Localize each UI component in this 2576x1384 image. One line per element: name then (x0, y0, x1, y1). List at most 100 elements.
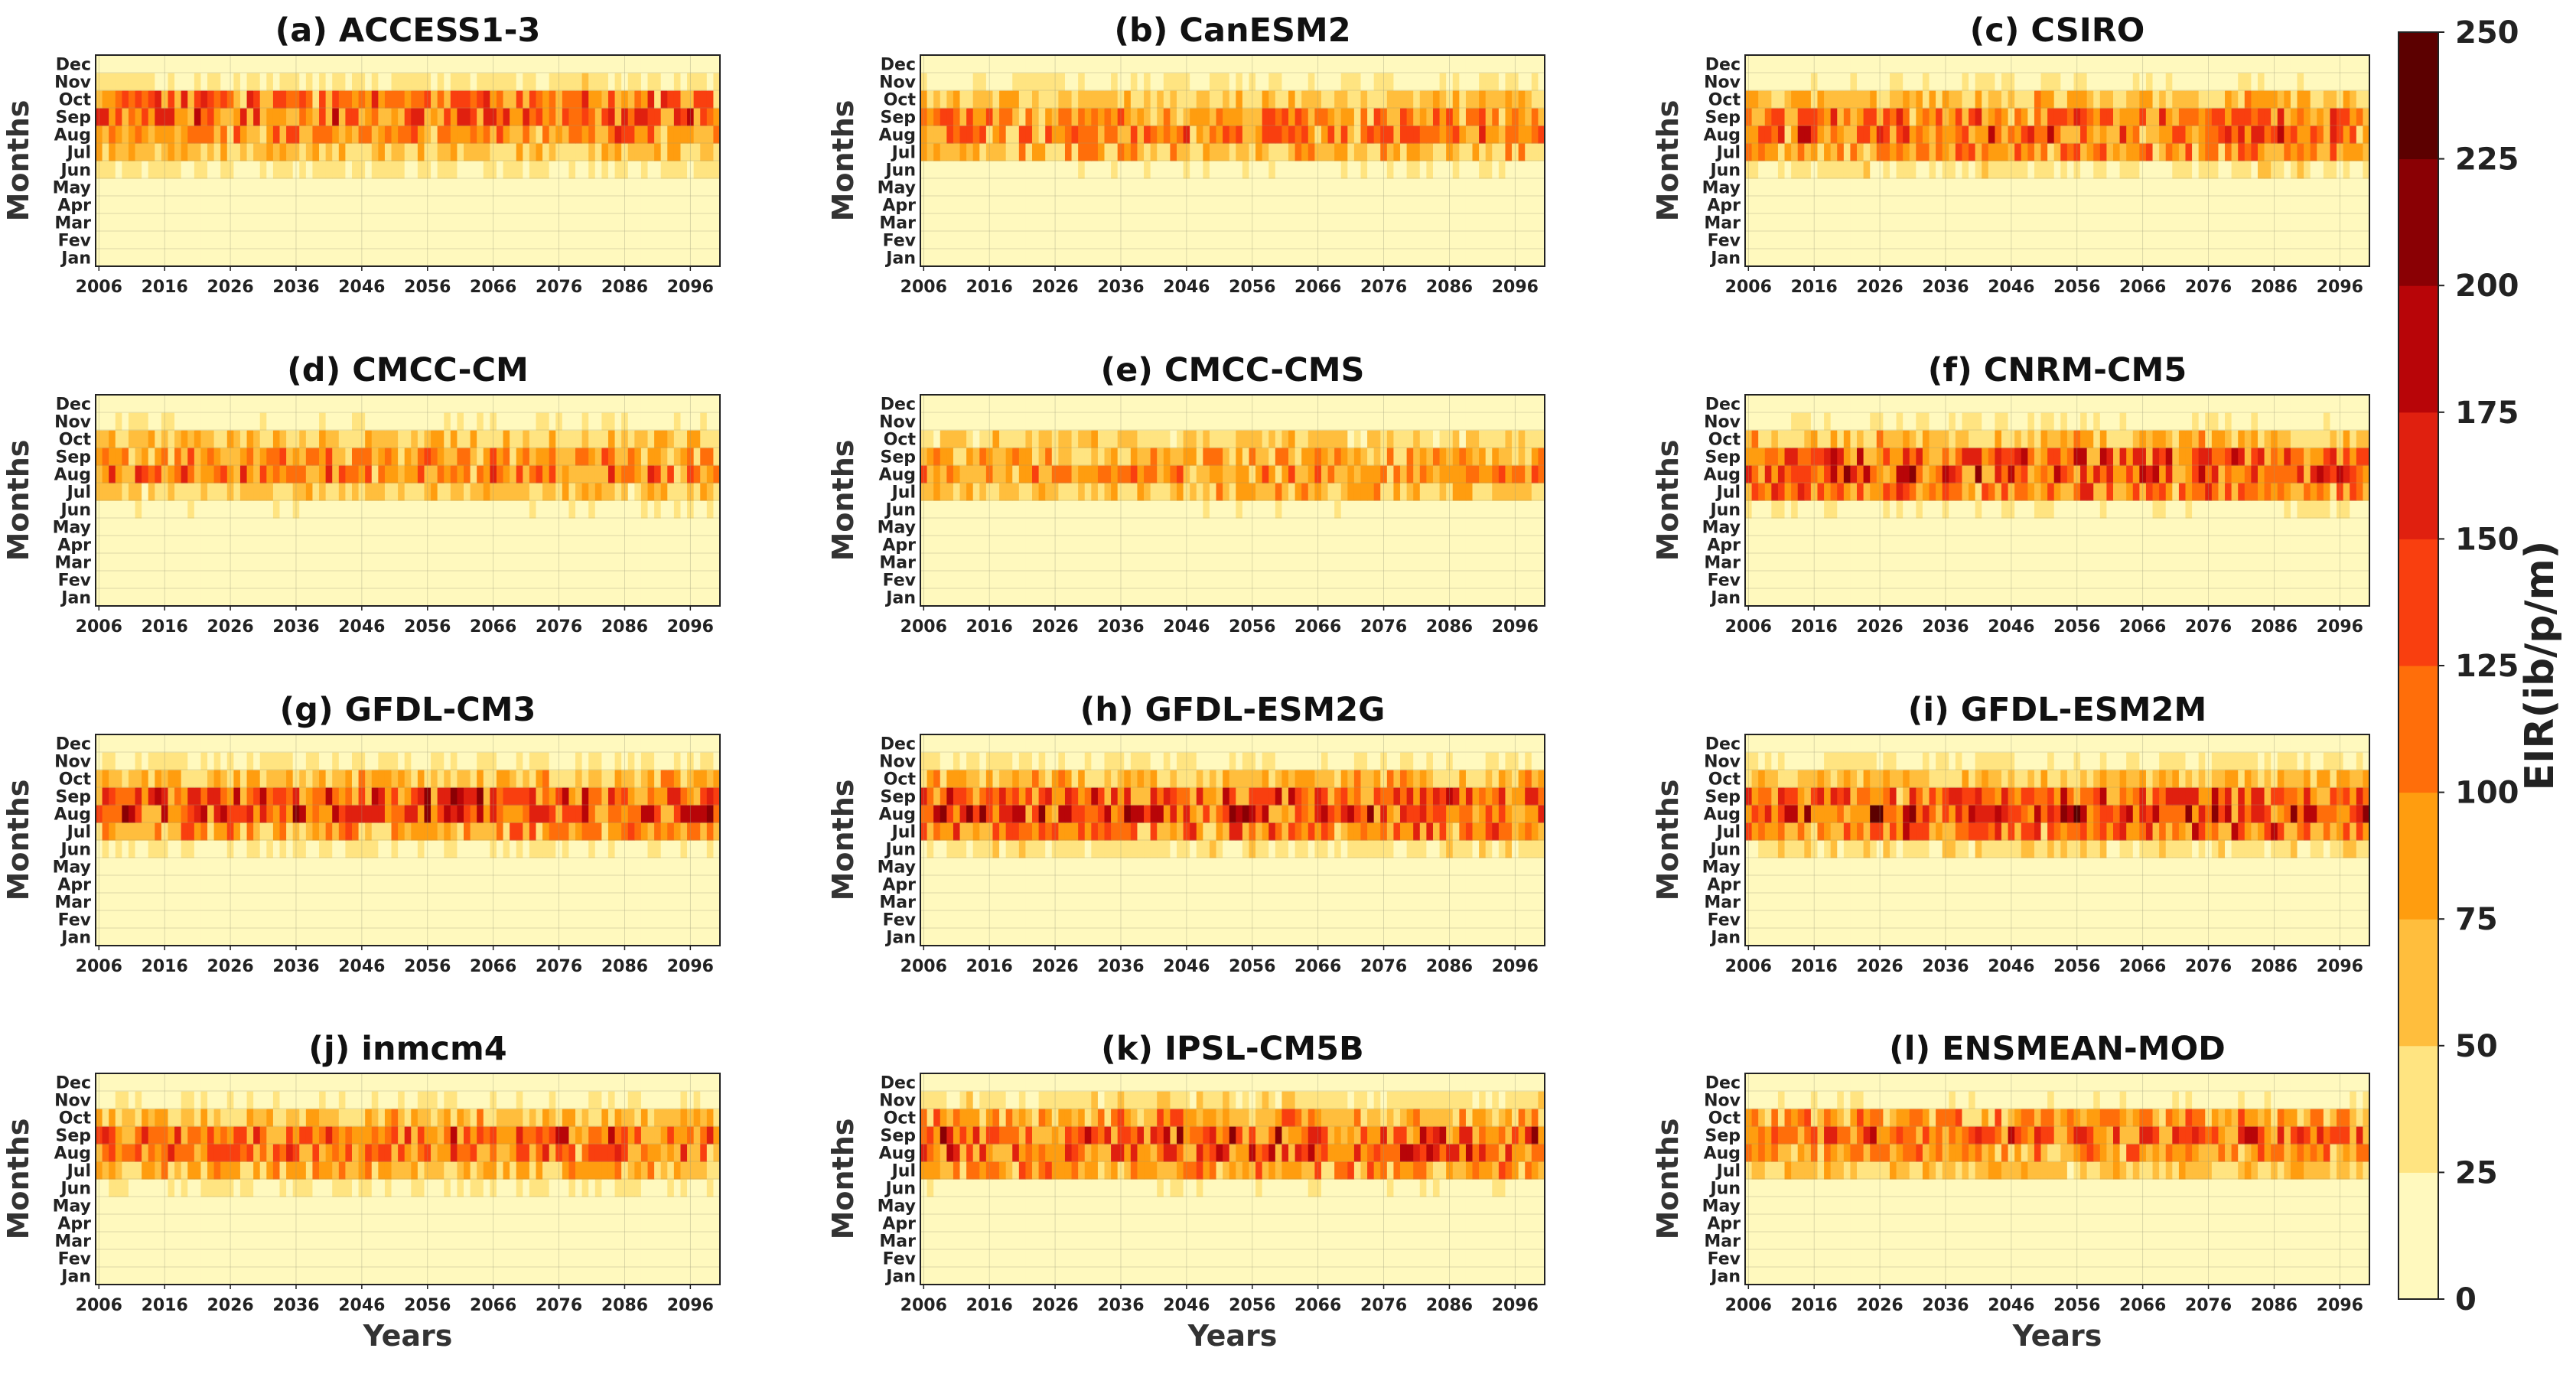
heatmap-cell (588, 483, 595, 501)
heatmap-cell (411, 108, 418, 126)
heatmap-cell (667, 448, 674, 466)
heatmap-cell (1459, 588, 1466, 607)
heatmap-cell (694, 588, 701, 607)
heatmap-cell (966, 178, 973, 197)
heatmap-cell (253, 518, 260, 536)
heatmap-cell (1151, 588, 1158, 607)
year-tick-label: 2086 (1426, 278, 1473, 297)
heatmap-cell (168, 249, 174, 267)
heatmap-cell (214, 483, 221, 501)
heatmap-cell (168, 536, 174, 554)
heatmap-cell (1440, 571, 1447, 589)
heatmap-cell (575, 430, 582, 448)
year-tick-label: 2076 (2185, 278, 2232, 297)
heatmap-cell (418, 249, 425, 267)
heatmap-cell (1137, 249, 1144, 267)
heatmap-cell (2172, 213, 2179, 232)
heatmap-cell (568, 55, 575, 73)
heatmap-cell (536, 196, 542, 214)
heatmap-cell (312, 465, 319, 484)
heatmap-cell (2330, 249, 2337, 267)
heatmap-cell (562, 553, 569, 572)
heatmap-cell (992, 55, 999, 73)
heatmap-cell (1930, 213, 1936, 232)
month-tick-label: Mar (54, 214, 91, 233)
heatmap-cell (1433, 108, 1440, 126)
heatmap-cell (2014, 90, 2021, 109)
heatmap-cell (497, 483, 503, 501)
heatmap-cell (1824, 90, 1831, 109)
heatmap-cell (667, 412, 674, 431)
heatmap-cell (1045, 196, 1052, 214)
heatmap-cell (1486, 73, 1493, 91)
heatmap-cell (2146, 178, 2153, 197)
heatmap-cell (1151, 231, 1158, 249)
heatmap-cell (385, 125, 392, 144)
heatmap-cell (1360, 231, 1367, 249)
heatmap-cell (240, 249, 247, 267)
heatmap-cell (549, 125, 556, 144)
heatmap-cell (1091, 108, 1098, 126)
heatmap-cell (260, 108, 267, 126)
heatmap-cell (707, 231, 714, 249)
heatmap-cell (2080, 178, 2087, 197)
heatmap-cell (1426, 231, 1433, 249)
heatmap-cell (1393, 161, 1400, 179)
heatmap-cell (1387, 178, 1394, 197)
heatmap-cell (247, 448, 254, 466)
year-tick-label: 2046 (338, 617, 385, 637)
heatmap-cell (641, 143, 648, 161)
heatmap-cell (148, 571, 155, 589)
heatmap-cell (694, 55, 701, 73)
heatmap-cell (2113, 125, 2120, 144)
heatmap-cell (2284, 178, 2291, 197)
heatmap-cell (1006, 161, 1013, 179)
heatmap-cell (1837, 143, 1844, 161)
heatmap-cell (286, 196, 293, 214)
heatmap-cell (1065, 571, 1072, 589)
heatmap-cell (2304, 161, 2311, 179)
heatmap-cell (200, 90, 207, 109)
heatmap-cell (1078, 178, 1085, 197)
heatmap-cell (1157, 588, 1164, 607)
heatmap-cell (529, 196, 536, 214)
heatmap-cell (174, 178, 181, 197)
heatmap-cell (1923, 90, 1930, 109)
heatmap-cell (1197, 178, 1203, 197)
heatmap-cell (2258, 249, 2265, 267)
heatmap-cell (2172, 196, 2179, 214)
heatmap-cell (1923, 143, 1930, 161)
heatmap-cell (266, 395, 273, 413)
heatmap-cell (266, 108, 273, 126)
heatmap-cell (1347, 588, 1354, 607)
heatmap-cell (1765, 108, 1772, 126)
heatmap-cell (529, 125, 536, 144)
heatmap-cell (1006, 125, 1013, 144)
heatmap-cell (1883, 196, 1890, 214)
heatmap-cell (385, 571, 392, 589)
heatmap-cell (464, 125, 471, 144)
heatmap-cell (516, 143, 523, 161)
heatmap-cell (1864, 213, 1871, 232)
heatmap-cell (654, 465, 661, 484)
heatmap-cell (1949, 231, 1956, 249)
heatmap-cell (1903, 213, 1910, 232)
heatmap-cell (457, 588, 464, 607)
heatmap-cell (1019, 125, 1026, 144)
heatmap-cell (1499, 196, 1506, 214)
heatmap-cell (181, 231, 188, 249)
heatmap-cell (392, 196, 399, 214)
heatmap-cell (286, 125, 293, 144)
heatmap-cell (523, 231, 529, 249)
heatmap-cell (1229, 196, 1236, 214)
heatmap-cell (973, 178, 980, 197)
heatmap-cell (615, 231, 622, 249)
heatmap-cell (1930, 125, 1936, 144)
heatmap-cell (634, 395, 641, 413)
heatmap-cell (2192, 73, 2199, 91)
heatmap-cell (1473, 125, 1480, 144)
heatmap-cell (1242, 231, 1249, 249)
heatmap-cell (273, 55, 280, 73)
heatmap-cell (1236, 125, 1242, 144)
heatmap-cell (1910, 143, 1917, 161)
